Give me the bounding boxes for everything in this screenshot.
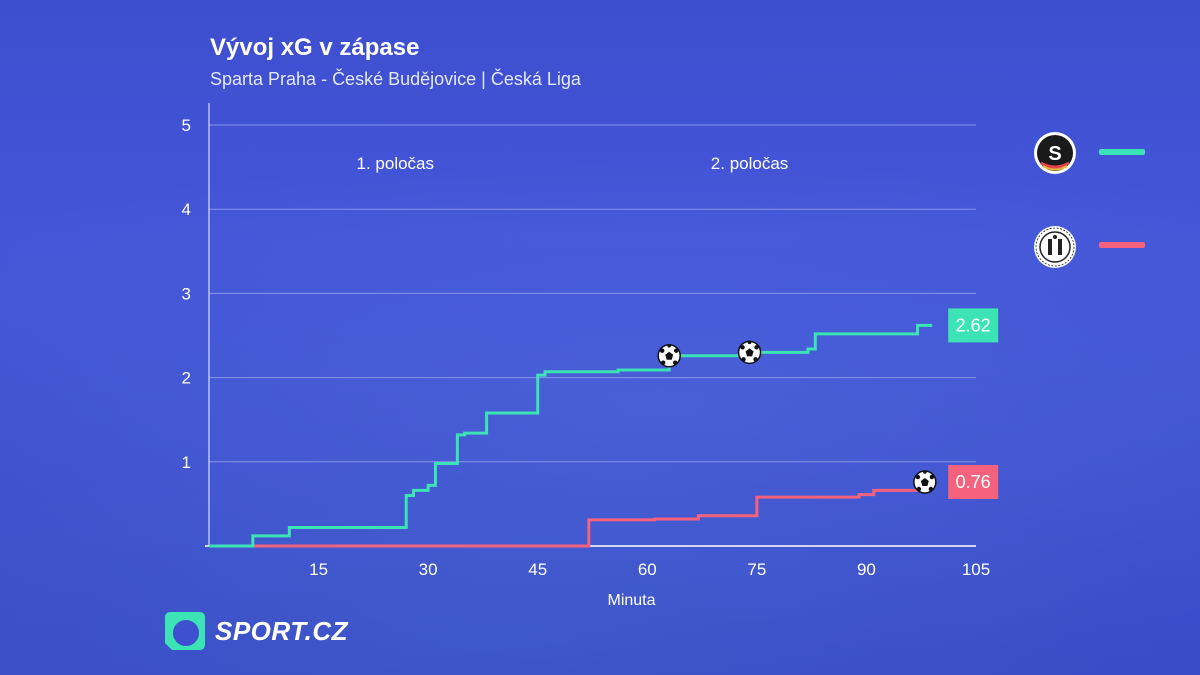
budejovice-crest-icon <box>1033 225 1077 269</box>
x-tick-label-75: 75 <box>747 560 766 579</box>
y-tick-label-1: 1 <box>182 453 191 472</box>
chart-subtitle: Sparta Praha - České Budějovice | Česká … <box>210 69 581 89</box>
series-line-budejovice <box>209 480 933 548</box>
svg-text:S: S <box>1048 143 1061 165</box>
x-tick-label-30: 30 <box>419 560 438 579</box>
goal-ball-icon-sparta-1 <box>657 343 681 368</box>
x-axis-label: Minuta <box>607 592 655 609</box>
x-tick-label-105: 105 <box>962 560 990 579</box>
y-tick-label-2: 2 <box>182 369 191 388</box>
goal-ball-icon-sparta-2 <box>737 340 762 365</box>
final-value-label-budejovice: 0.76 <box>956 472 991 492</box>
chart-title: Vývoj xG v zápase <box>210 34 420 61</box>
final-value-label-sparta: 2.62 <box>956 315 991 335</box>
sport-ball-icon <box>165 612 205 650</box>
series-line-sparta <box>209 323 933 548</box>
y-tick-label-3: 3 <box>182 284 191 303</box>
x-tick-label-15: 15 <box>309 560 328 579</box>
budejovice-legend-line <box>1099 242 1145 248</box>
half-label-1: 1. poločas <box>357 154 435 173</box>
x-tick-label-90: 90 <box>857 560 876 579</box>
sparta-crest-icon: S <box>1033 131 1077 175</box>
goal-ball-icon-budejovice-1 <box>913 470 937 494</box>
y-tick-label-5: 5 <box>182 116 191 135</box>
x-tick-label-60: 60 <box>638 560 657 579</box>
sparta-legend-line <box>1099 149 1145 155</box>
brand-name: SPORT.CZ <box>215 615 349 646</box>
final-value-box-sparta <box>948 308 999 343</box>
half-label-2: 2. poločas <box>711 154 789 173</box>
y-tick-label-4: 4 <box>182 200 191 219</box>
final-value-box-budejovice <box>948 465 999 500</box>
sport-cz-logo: SPORT.CZ <box>165 612 348 650</box>
x-tick-label-45: 45 <box>528 560 547 579</box>
